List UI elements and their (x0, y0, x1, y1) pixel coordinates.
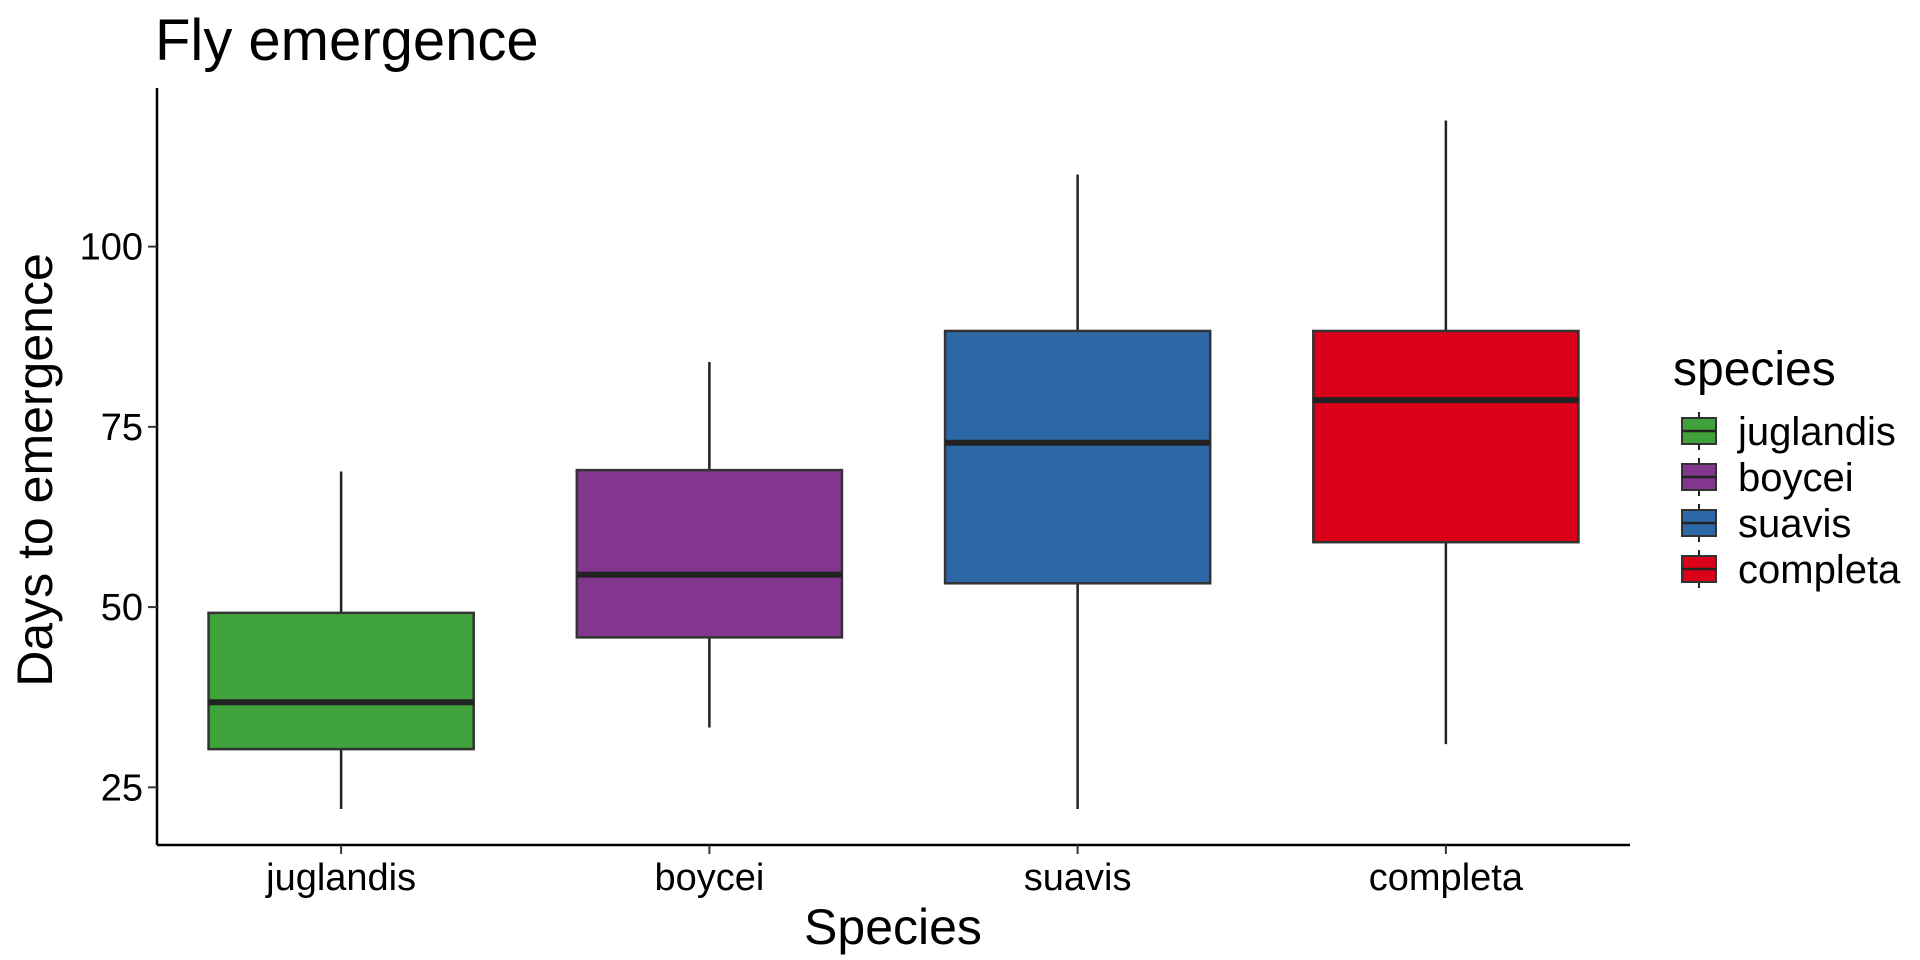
legend-item-juglandis: juglandis (1681, 410, 1896, 454)
x-tick-label: boycei (654, 857, 764, 899)
box-iqr (943, 329, 1212, 585)
box-completa (1312, 120, 1580, 745)
legend-label: boycei (1738, 456, 1854, 500)
x-tick-label: suavis (1024, 857, 1132, 899)
box-boycei (575, 361, 844, 728)
legend-item-suavis: suavis (1681, 502, 1851, 546)
y-tick-label: 100 (80, 227, 143, 269)
chart-title: Fly emergence (155, 8, 539, 73)
box-juglandis (207, 471, 475, 809)
y-tick-label: 25 (101, 767, 143, 809)
box-suavis (943, 174, 1212, 809)
x-axis-title: Species (804, 899, 982, 955)
box-iqr (575, 468, 844, 639)
legend-title: species (1673, 343, 1836, 396)
y-axis-title: Days to emergence (7, 253, 63, 687)
x-tick-label: completa (1369, 857, 1524, 899)
y-tick-label: 50 (101, 587, 143, 629)
y-tick-label: 75 (101, 407, 143, 449)
box-iqr (1312, 329, 1580, 544)
legend-label: suavis (1738, 502, 1851, 546)
x-tick-label: juglandis (265, 857, 416, 899)
box-iqr (207, 611, 475, 751)
legend-item-completa: completa (1681, 548, 1901, 592)
legend-item-boycei: boycei (1681, 456, 1854, 500)
legend-label: juglandis (1737, 410, 1896, 454)
legend-label: completa (1738, 548, 1901, 592)
